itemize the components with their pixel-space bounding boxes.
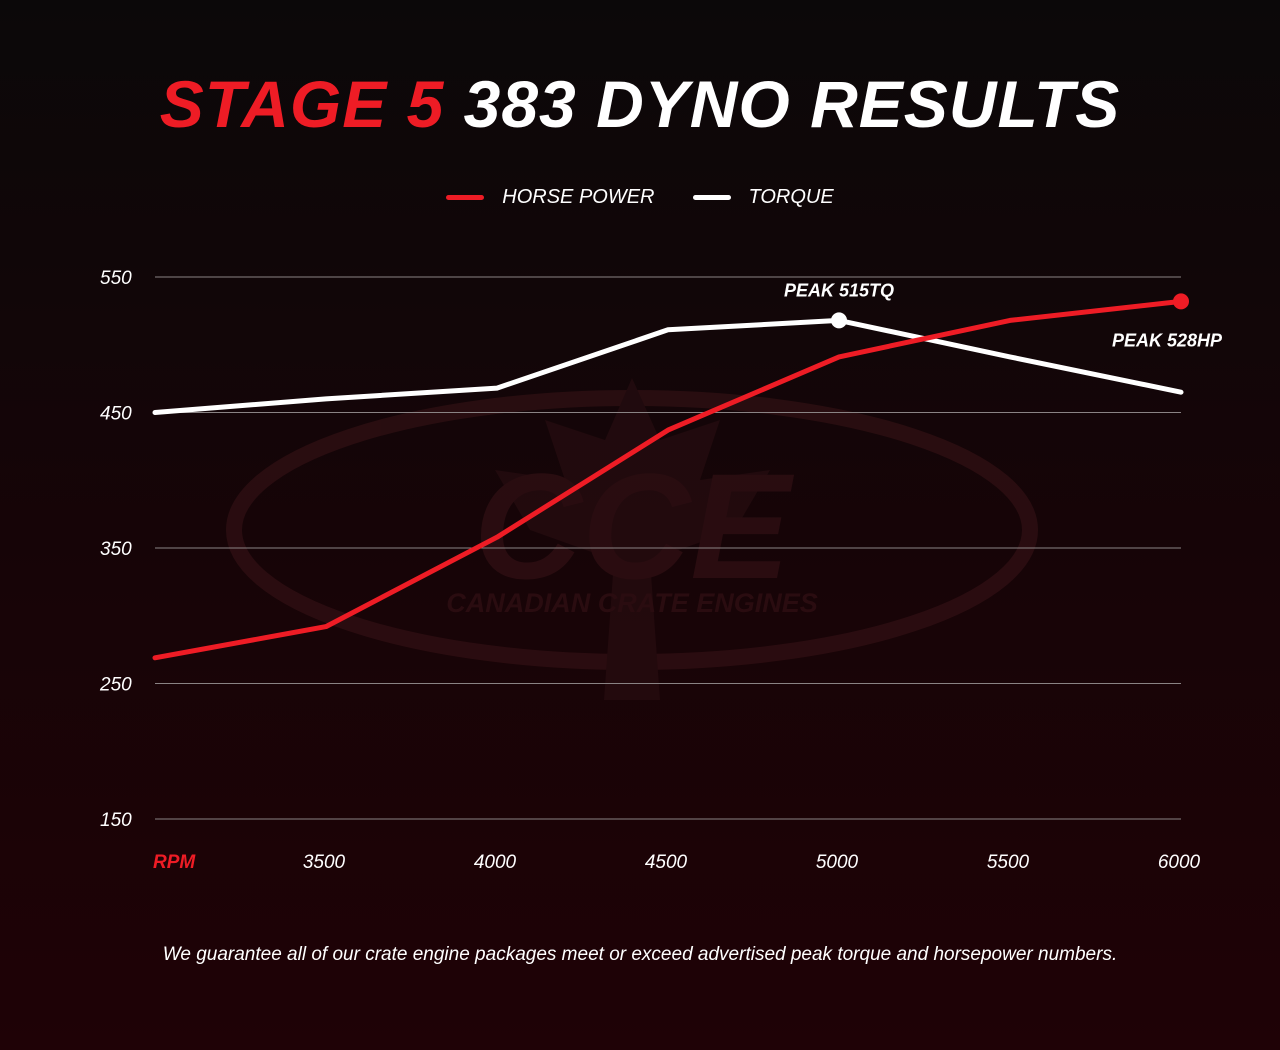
legend: HORSE POWER TORQUE <box>0 186 1280 209</box>
y-tick-label: 450 <box>100 404 132 425</box>
peak-annotations: PEAK 515TQ PEAK 528HP <box>784 280 1223 350</box>
y-tick-label: 150 <box>100 810 132 831</box>
legend-item-horsepower: HORSE POWER <box>446 186 655 209</box>
legend-label-horsepower: HORSE POWER <box>502 186 655 208</box>
legend-item-torque: TORQUE <box>692 186 834 209</box>
grid-lines <box>155 276 1181 820</box>
x-axis-ticks: RPM 3500 4000 4500 5000 5500 6000 <box>153 852 1201 873</box>
y-axis-ticks: 550 450 350 250 150 <box>99 268 132 831</box>
x-tick-label: 5500 <box>987 852 1030 873</box>
peak-label-horsepower: PEAK 528HP <box>1112 330 1223 350</box>
x-tick-label: 3500 <box>303 852 346 873</box>
series-lines <box>152 298 1184 661</box>
title-accent: STAGE 5 <box>159 67 445 141</box>
cce-logo-watermark: CCE CANADIAN CRATE ENGINES <box>226 378 1038 700</box>
title-rest: 383 DYNO RESULTS <box>463 67 1121 141</box>
line-horse-power <box>152 298 1184 661</box>
peak-marker-horsepower <box>1173 293 1189 310</box>
watermark-monogram: CCE <box>474 442 795 610</box>
maple-leaf-icon <box>495 378 770 700</box>
y-tick-label: 250 <box>99 675 132 696</box>
line-torque <box>152 317 1184 415</box>
x-tick-label: 4500 <box>645 852 688 873</box>
y-tick-label: 550 <box>100 268 132 289</box>
x-tick-label: 5000 <box>816 852 859 873</box>
chart-title: STAGE 5 383 DYNO RESULTS <box>0 66 1280 142</box>
watermark-text: CANADIAN CRATE ENGINES <box>446 588 818 618</box>
peak-marker-torque <box>831 312 847 329</box>
x-tick-label: 6000 <box>1158 852 1201 873</box>
x-axis-label-rpm: RPM <box>153 852 196 873</box>
legend-swatch-torque <box>692 195 731 200</box>
legend-label-torque: TORQUE <box>748 186 834 208</box>
legend-swatch-horsepower <box>446 195 485 200</box>
y-tick-label: 350 <box>100 539 132 560</box>
guarantee-footnote: We guarantee all of our crate engine pac… <box>162 944 1118 965</box>
peak-label-torque: PEAK 515TQ <box>784 280 894 300</box>
x-tick-label: 4000 <box>474 852 517 873</box>
